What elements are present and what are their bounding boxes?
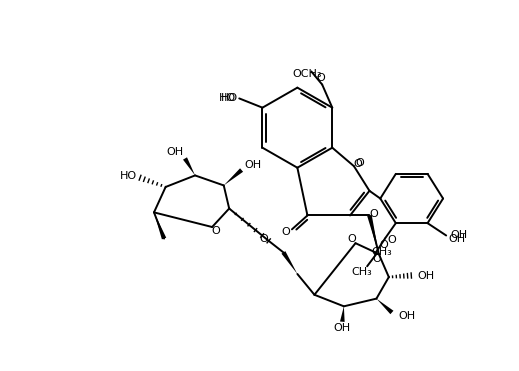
Text: OCH₃: OCH₃ — [292, 69, 321, 79]
Polygon shape — [367, 215, 379, 254]
Text: O: O — [379, 240, 388, 250]
Text: O: O — [281, 227, 290, 237]
Polygon shape — [154, 212, 166, 239]
Polygon shape — [376, 299, 393, 314]
Text: OH: OH — [450, 230, 467, 240]
Text: CH₃: CH₃ — [372, 247, 392, 257]
Text: O: O — [316, 73, 325, 83]
Text: OH: OH — [417, 270, 434, 280]
Text: OH: OH — [244, 160, 262, 170]
Text: HO: HO — [120, 171, 137, 181]
Text: CH₃: CH₃ — [351, 267, 372, 277]
Polygon shape — [281, 251, 297, 274]
Text: HO: HO — [219, 93, 236, 104]
Text: O: O — [347, 234, 356, 244]
Text: OH: OH — [448, 234, 466, 243]
Polygon shape — [340, 306, 345, 322]
Text: O: O — [212, 226, 221, 236]
Text: OH: OH — [166, 147, 183, 157]
Text: O: O — [370, 209, 378, 219]
Text: O: O — [372, 254, 381, 263]
Polygon shape — [224, 168, 243, 186]
Text: O: O — [388, 235, 397, 245]
Text: O: O — [355, 158, 364, 168]
Text: OH: OH — [334, 323, 351, 333]
Polygon shape — [183, 157, 195, 175]
Text: O: O — [353, 159, 362, 169]
Text: HO: HO — [221, 93, 238, 103]
Text: OH: OH — [398, 311, 415, 321]
Text: O: O — [259, 234, 268, 244]
